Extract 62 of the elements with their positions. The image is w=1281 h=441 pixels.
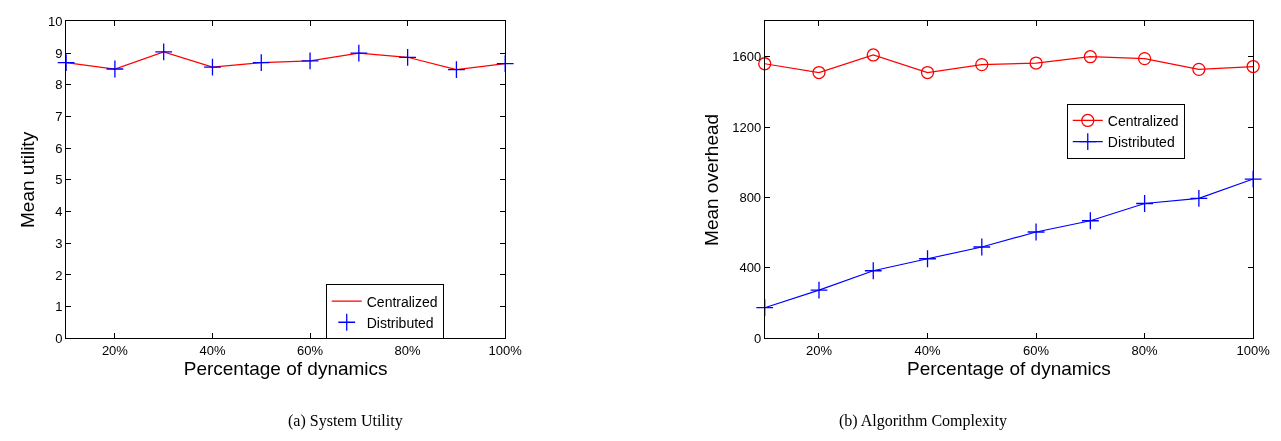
point (812, 65, 826, 80)
y-tick-label: 10 (48, 14, 63, 30)
point (1189, 189, 1208, 208)
y-tick-label: 1200 (732, 119, 762, 135)
point (972, 237, 991, 257)
x-tick-label: 40% (914, 342, 941, 358)
x-tick-label: 80% (1131, 342, 1159, 358)
point (1083, 50, 1097, 64)
point (920, 65, 935, 80)
point (349, 44, 368, 63)
y-axis-title: Mean overhead (701, 113, 723, 246)
x-axis-title: Percentage of dynamics (907, 357, 1111, 379)
legend-label: Centralized (1107, 112, 1179, 129)
y-tick-label: 1600 (732, 49, 762, 65)
point (301, 51, 320, 70)
text: (a) System Utility (288, 412, 403, 430)
point (864, 261, 883, 280)
point (1029, 56, 1043, 70)
point (975, 57, 989, 72)
y-tick-label: 0 (55, 330, 63, 346)
point (1027, 222, 1046, 242)
point (809, 281, 829, 300)
y-tick-label: 5 (55, 172, 63, 188)
point (252, 53, 271, 72)
y-tick-label: 400 (739, 260, 762, 276)
y-tick-label: 0 (753, 330, 762, 346)
legend-label: Distributed (366, 314, 434, 331)
point (1137, 51, 1152, 66)
y-tick-label: 3 (55, 235, 63, 251)
x-axis-title: Percentage of dynamics (183, 357, 388, 379)
x-tick-label: 40% (199, 342, 226, 358)
point (447, 60, 466, 79)
x-tick-label: 20% (805, 342, 833, 358)
y-tick-label: 2 (55, 267, 63, 283)
point (203, 58, 222, 77)
legend-label: Distributed (1107, 134, 1175, 151)
point (1192, 62, 1206, 77)
x-tick-label: 80% (394, 342, 422, 358)
y-tick-label: 800 (739, 190, 762, 206)
x-tick-label: 100% (488, 342, 523, 358)
y-tick-label: 4 (55, 204, 63, 220)
x-tick-label: 60% (1023, 342, 1050, 358)
text: (b) Algorithm Complexity (839, 412, 1007, 430)
x-tick-label: 20% (101, 342, 129, 358)
legend-label: Centralized (366, 293, 438, 310)
point (105, 59, 124, 79)
point (1246, 59, 1260, 74)
x-tick-label: 60% (297, 342, 324, 358)
point (918, 249, 937, 268)
y-axis-title: Mean utility (16, 131, 38, 228)
point (866, 48, 880, 62)
y-tick-label: 1 (55, 299, 63, 315)
y-tick-label: 7 (55, 109, 63, 125)
point (398, 48, 417, 67)
point (154, 42, 173, 61)
y-tick-label: 6 (55, 140, 63, 156)
y-tick-label: 9 (55, 45, 63, 61)
point (1081, 211, 1100, 230)
line-series (66, 51, 506, 71)
y-tick-label: 8 (55, 77, 63, 93)
x-tick-label: 100% (1236, 342, 1271, 358)
point (1135, 194, 1154, 213)
